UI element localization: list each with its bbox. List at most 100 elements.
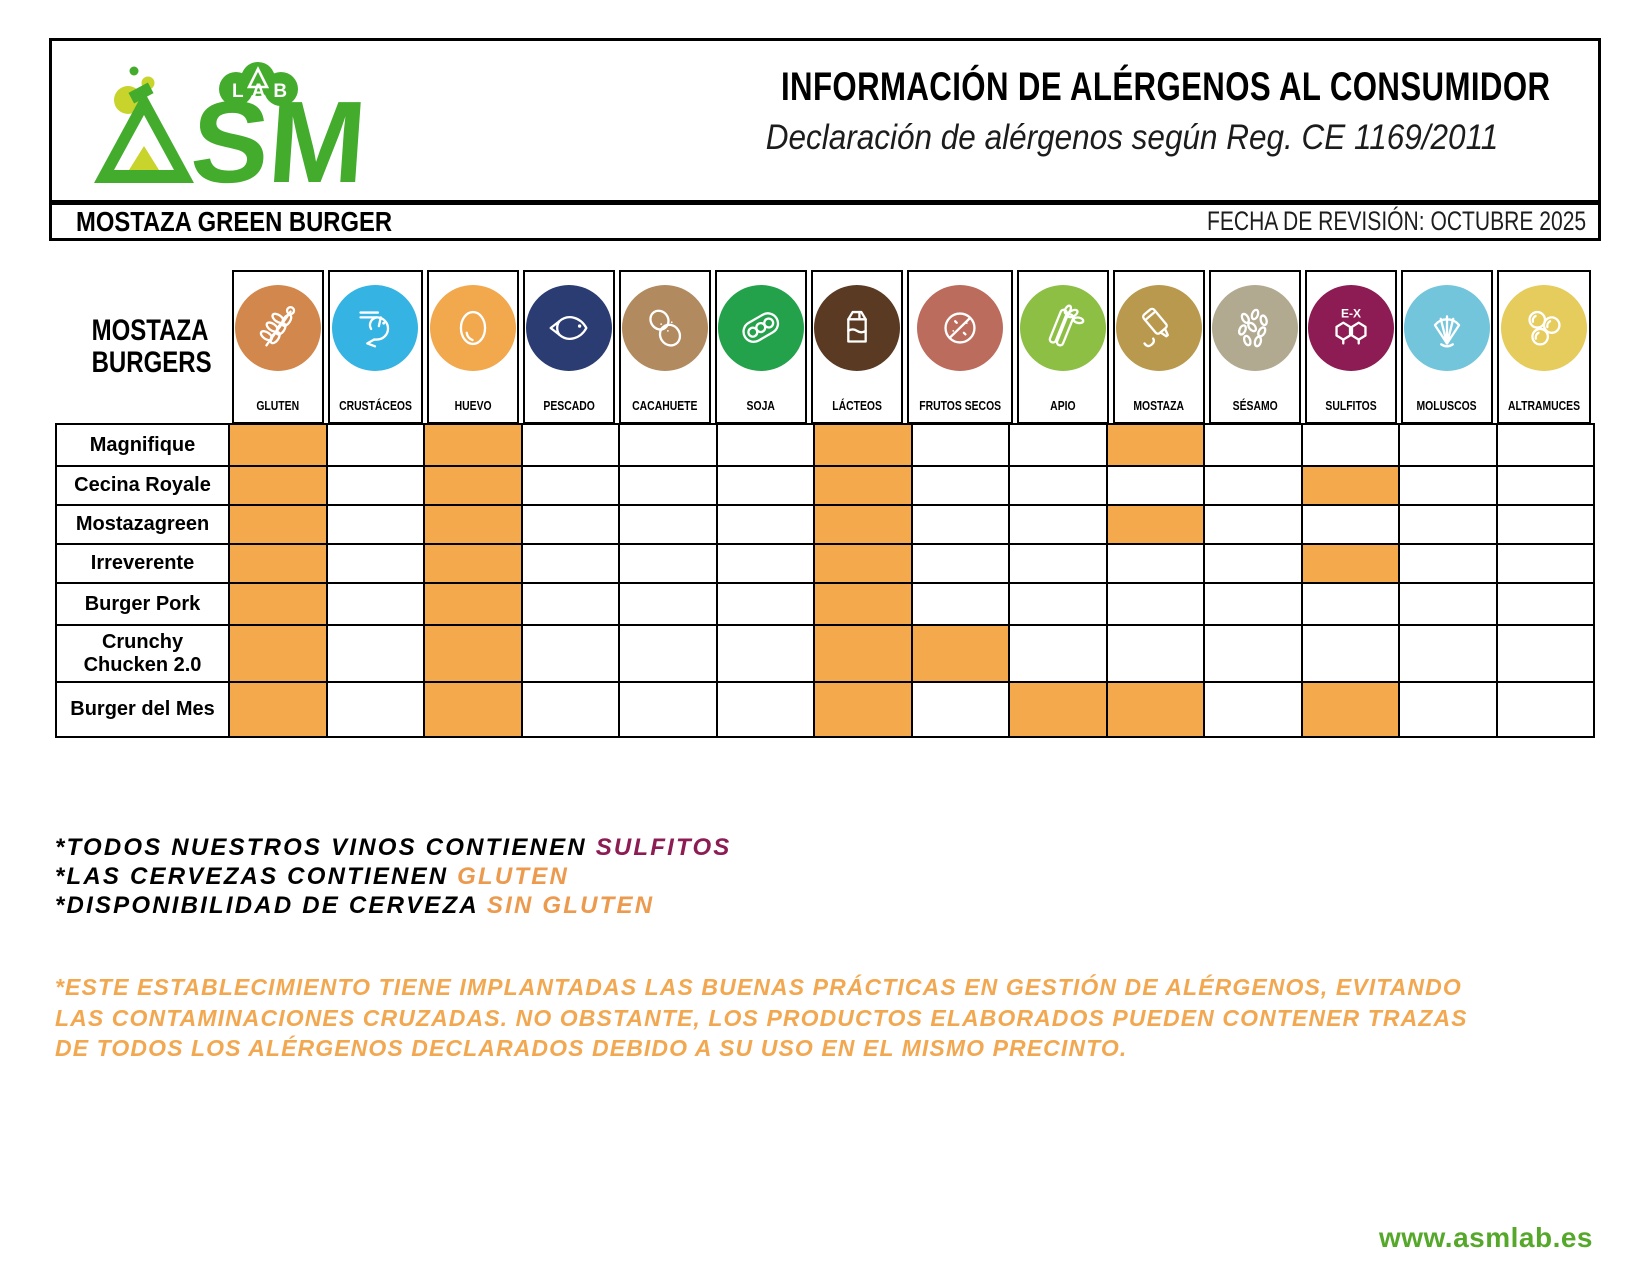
allergen-cell-burger-del-mes-moluscos: [1400, 683, 1496, 736]
allergen-cell-irreverente-altramuces: [1497, 545, 1593, 582]
allergen-cell-mostazagreen-crustaceos: [327, 506, 423, 543]
cross-contamination-disclaimer: *ESTE ESTABLECIMIENTO TIENE IMPLANTADAS …: [55, 972, 1580, 1064]
allergen-cell-magnifique-moluscos: [1400, 425, 1496, 465]
allergen-cell-irreverente-crustaceos: [327, 545, 423, 582]
allergen-cell-burger-pork-huevo: [425, 584, 521, 624]
allergen-cell-burger-del-mes-mostaza: [1107, 683, 1203, 736]
wheat-icon: [234, 285, 321, 371]
allergen-header-crustaceos: CRUSTÁCEOS: [327, 270, 423, 424]
website-link: www.asmlab.es: [1379, 1222, 1593, 1253]
allergen-cell-magnifique-mostaza: [1107, 425, 1203, 465]
allergen-header-row: GLUTEN CRUSTÁCEOS HUEVO PESCADO CACAHUET…: [230, 270, 1593, 424]
allergen-cell-burger-pork-sulfitos: [1302, 584, 1398, 624]
product-row-label: Magnifique: [57, 425, 228, 465]
egg-icon: [429, 285, 516, 371]
header-titles: INFORMACIÓN DE ALÉRGENOS AL CONSUMIDOR D…: [682, 65, 1582, 158]
allergen-cell-burger-del-mes-altramuces: [1497, 683, 1593, 736]
footnote-text: *DISPONIBILIDAD DE CERVEZA: [55, 891, 487, 919]
sesame-icon: [1212, 285, 1299, 371]
disclaimer-line: LAS CONTAMINACIONES CRUZADAS. NO OBSTANT…: [55, 1004, 1468, 1031]
allergen-header-soja: SOJA: [714, 270, 807, 424]
allergen-cell-mostazagreen-mostaza: [1107, 506, 1203, 543]
allergen-cell-crunchy-chucken-2-0-lacteos: [815, 626, 911, 681]
allergen-cell-magnifique-crustaceos: [327, 425, 423, 465]
fish-icon: [525, 285, 612, 371]
allergen-cell-burger-pork-soja: [717, 584, 813, 624]
allergen-label: GLUTEN: [256, 398, 300, 413]
allergen-label: LÁCTEOS: [831, 398, 882, 413]
allergen-cell-burger-pork-sesamo: [1205, 584, 1301, 624]
allergen-cell-burger-pork-apio: [1010, 584, 1106, 624]
allergen-cell-mostazagreen-sesamo: [1205, 506, 1301, 543]
product-row-label: Burger del Mes: [57, 683, 228, 736]
allergen-cell-irreverente-sulfitos: [1302, 545, 1398, 582]
allergen-cell-irreverente-huevo: [425, 545, 521, 582]
allergen-cell-magnifique-soja: [717, 425, 813, 465]
allergen-cell-cecina-royale-mostaza: [1107, 467, 1203, 504]
page-title: INFORMACIÓN DE ALÉRGENOS AL CONSUMIDOR: [781, 65, 1551, 109]
allergen-cell-magnifique-pescado: [522, 425, 618, 465]
allergen-cell-burger-pork-pescado: [522, 584, 618, 624]
allergen-cell-mostazagreen-lacteos: [815, 506, 911, 543]
logo-lab-text: LAB: [232, 81, 295, 102]
footnote-text: *LAS CERVEZAS CONTIENEN: [55, 862, 458, 890]
celery-icon: [1020, 285, 1107, 371]
footnote-line: *TODOS NUESTROS VINOS CONTIENEN SULFITOS: [55, 834, 732, 863]
allergen-header-cacahuete: CACAHUETE: [618, 270, 711, 424]
allergen-label: CRUSTÁCEOS: [339, 398, 412, 413]
lupin-icon: [1501, 285, 1588, 371]
header: SM LAB INFORMACIÓN DE ALÉRGENOS AL CONSU…: [49, 38, 1601, 207]
allergen-header-altramuces: ALTRAMUCES: [1497, 270, 1592, 424]
allergen-label: APIO: [1050, 398, 1076, 413]
footnote-text: *TODOS NUESTROS VINOS CONTIENEN: [55, 834, 596, 861]
allergen-cell-irreverente-lacteos: [815, 545, 911, 582]
allergen-header-frutos-secos: FRUTOS SECOS: [906, 270, 1014, 424]
allergen-cell-crunchy-chucken-2-0-moluscos: [1400, 626, 1496, 681]
allergen-cell-magnifique-apio: [1010, 425, 1106, 465]
allergen-cell-irreverente-gluten: [230, 545, 326, 582]
allergen-cell-cecina-royale-gluten: [230, 467, 326, 504]
footnote-line: *LAS CERVEZAS CONTIENEN GLUTEN: [55, 863, 732, 892]
allergen-label: HUEVO: [454, 398, 492, 413]
shrimp-icon: [332, 285, 419, 371]
allergen-cell-magnifique-gluten: [230, 425, 326, 465]
milk-icon: [813, 285, 900, 371]
peanut-icon: [621, 285, 708, 371]
allergen-cell-cecina-royale-lacteos: [815, 467, 911, 504]
allergen-cell-burger-pork-moluscos: [1400, 584, 1496, 624]
allergen-cell-irreverente-frutos-secos: [912, 545, 1008, 582]
product-row-label: Crunchy Chucken 2.0: [57, 626, 228, 681]
allergen-cell-magnifique-sesamo: [1205, 425, 1301, 465]
allergen-cell-magnifique-cacahuete: [620, 425, 716, 465]
allergen-header-gluten: GLUTEN: [232, 270, 324, 424]
allergen-cell-cecina-royale-sesamo: [1205, 467, 1301, 504]
allergen-cell-cecina-royale-sulfitos: [1302, 467, 1398, 504]
allergen-cell-burger-pork-lacteos: [815, 584, 911, 624]
allergen-cell-burger-del-mes-gluten: [230, 683, 326, 736]
allergen-cell-crunchy-chucken-2-0-crustaceos: [327, 626, 423, 681]
allergen-cell-burger-del-mes-crustaceos: [327, 683, 423, 736]
allergen-cell-crunchy-chucken-2-0-altramuces: [1497, 626, 1593, 681]
allergen-cell-irreverente-moluscos: [1400, 545, 1496, 582]
allergen-cell-irreverente-apio: [1010, 545, 1106, 582]
allergen-cell-burger-pork-mostaza: [1107, 584, 1203, 624]
allergen-cell-cecina-royale-altramuces: [1497, 467, 1593, 504]
allergen-cell-magnifique-huevo: [425, 425, 521, 465]
allergen-label: SOJA: [746, 398, 776, 413]
allergen-label: PESCADO: [543, 398, 595, 413]
allergen-cell-crunchy-chucken-2-0-gluten: [230, 626, 326, 681]
allergen-header-huevo: HUEVO: [426, 270, 519, 424]
allergen-cell-crunchy-chucken-2-0-soja: [717, 626, 813, 681]
soy-icon: [717, 285, 804, 371]
allergen-cell-magnifique-altramuces: [1497, 425, 1593, 465]
disclaimer-line: DE TODOS LOS ALÉRGENOS DECLARADOS DEBIDO…: [55, 1035, 1128, 1062]
allergen-cell-crunchy-chucken-2-0-frutos-secos: [912, 626, 1008, 681]
allergen-cell-crunchy-chucken-2-0-cacahuete: [620, 626, 716, 681]
allergen-cell-cecina-royale-apio: [1010, 467, 1106, 504]
allergen-cell-crunchy-chucken-2-0-sesamo: [1205, 626, 1301, 681]
allergen-matrix: Magnifique Cecina Royale Mostazagreen Irrev…: [55, 423, 1595, 738]
allergen-cell-burger-del-mes-frutos-secos: [912, 683, 1008, 736]
disclaimer-line: *ESTE ESTABLECIMIENTO TIENE IMPLANTADAS …: [55, 974, 1462, 1000]
allergen-cell-burger-pork-gluten: [230, 584, 326, 624]
